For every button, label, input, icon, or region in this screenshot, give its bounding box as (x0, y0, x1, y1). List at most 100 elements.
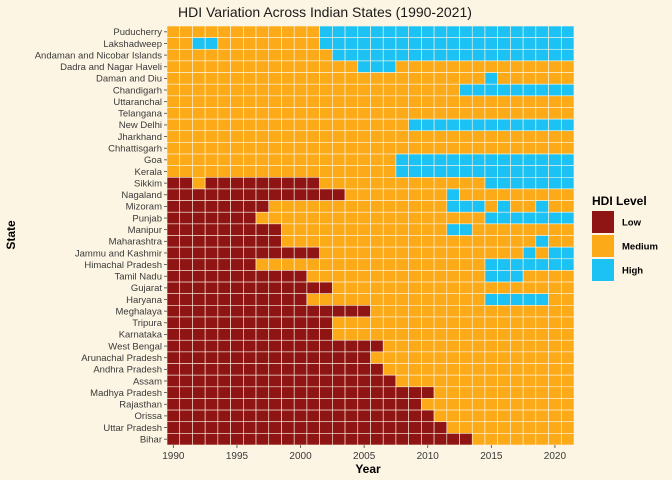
heatmap-cell (306, 188, 320, 201)
heatmap-cell (306, 293, 320, 306)
heatmap-cell (560, 130, 575, 143)
legend-swatch-high (592, 259, 614, 281)
heatmap-cell (357, 83, 371, 97)
heatmap-cell (357, 374, 371, 388)
heatmap-cell (370, 281, 384, 294)
heatmap-cell (497, 433, 511, 446)
heatmap-cell (548, 281, 562, 294)
heatmap-cell (255, 409, 270, 423)
heatmap-cell (192, 293, 206, 306)
heatmap-cell (395, 107, 409, 120)
heatmap-cell (255, 328, 270, 341)
heatmap-cell (332, 305, 346, 318)
heatmap-cell (319, 433, 333, 446)
heatmap-cell (484, 48, 498, 62)
heatmap-cell (408, 95, 422, 108)
heatmap-cell (522, 235, 537, 248)
heatmap-cell (192, 258, 206, 271)
heatmap-cell (217, 374, 231, 388)
heatmap-cell (408, 25, 422, 38)
heatmap-cell (319, 258, 333, 271)
heatmap-cell (459, 83, 473, 97)
heatmap-cell (281, 398, 295, 411)
heatmap-cell (293, 374, 308, 388)
heatmap-cell (560, 386, 575, 399)
heatmap-cell (243, 363, 257, 376)
heatmap-cell (510, 316, 524, 329)
heatmap-cell (204, 177, 219, 190)
heatmap-cell (395, 48, 409, 62)
heatmap-cell (535, 386, 549, 399)
heatmap-cell (344, 421, 359, 434)
heatmap-cell (357, 72, 371, 85)
heatmap-cell (395, 200, 409, 213)
heatmap-cell (332, 421, 346, 434)
heatmap-cell (370, 339, 384, 353)
heatmap-cell (535, 72, 549, 85)
heatmap-cell (510, 177, 524, 190)
heatmap-cell (281, 421, 295, 434)
heatmap-cell (484, 386, 498, 399)
heatmap-cell (268, 363, 282, 376)
heatmap-cell (446, 305, 460, 318)
heatmap-cell (281, 188, 295, 201)
heatmap-cell (395, 374, 409, 388)
heatmap-cell (395, 270, 409, 283)
heatmap-cell (217, 351, 231, 364)
heatmap-cell (535, 246, 549, 260)
heatmap-cell (446, 409, 460, 423)
heatmap-cell (535, 211, 549, 225)
heatmap-cell (357, 95, 371, 108)
heatmap-cell (332, 211, 346, 225)
heatmap-cell (344, 293, 359, 306)
heatmap-cell (459, 142, 473, 155)
heatmap-cell (281, 258, 295, 271)
heatmap-cell (179, 95, 193, 108)
heatmap-cell (192, 235, 206, 248)
heatmap-cell (255, 270, 270, 283)
heatmap-cell (459, 177, 473, 190)
heatmap-cell (446, 83, 460, 97)
heatmap-cell (395, 188, 409, 201)
heatmap-cell (166, 409, 181, 423)
heatmap-cell (382, 351, 397, 364)
heatmap-cell (548, 177, 562, 190)
heatmap-cell (192, 421, 206, 434)
heatmap-cell (395, 398, 409, 411)
heatmap-cell (204, 339, 219, 353)
heatmap-cell (306, 165, 320, 178)
heatmap-cell (243, 153, 257, 166)
heatmap-cell (319, 37, 333, 50)
heatmap-cell (243, 37, 257, 50)
heatmap-cell (471, 270, 486, 283)
heatmap-cell (319, 305, 333, 318)
heatmap-cell (293, 421, 308, 434)
y-tick-label: Karnataka (119, 330, 163, 341)
heatmap-cell (319, 165, 333, 178)
heatmap-cell (548, 107, 562, 120)
x-tick-label: 2020 (544, 451, 567, 462)
heatmap-cell (332, 142, 346, 155)
heatmap-cell (522, 386, 537, 399)
heatmap-cell (484, 83, 498, 97)
heatmap-cell (268, 223, 282, 236)
heatmap-cell (497, 142, 511, 155)
heatmap-cell (192, 339, 206, 353)
heatmap-cell (230, 328, 244, 341)
heatmap-cell (217, 211, 231, 225)
heatmap-cell (408, 48, 422, 62)
heatmap-cell (370, 72, 384, 85)
heatmap-cell (548, 165, 562, 178)
heatmap-cell (459, 95, 473, 108)
heatmap-cell (560, 200, 575, 213)
heatmap-cell (560, 235, 575, 248)
y-tick-label: Assam (133, 376, 162, 387)
heatmap-cell (548, 363, 562, 376)
heatmap-cell (293, 48, 308, 62)
heatmap-cell (395, 235, 409, 248)
heatmap-cell (179, 270, 193, 283)
heatmap-cell (217, 177, 231, 190)
heatmap-cell (446, 72, 460, 85)
heatmap-cell (408, 200, 422, 213)
heatmap-cell (395, 258, 409, 271)
